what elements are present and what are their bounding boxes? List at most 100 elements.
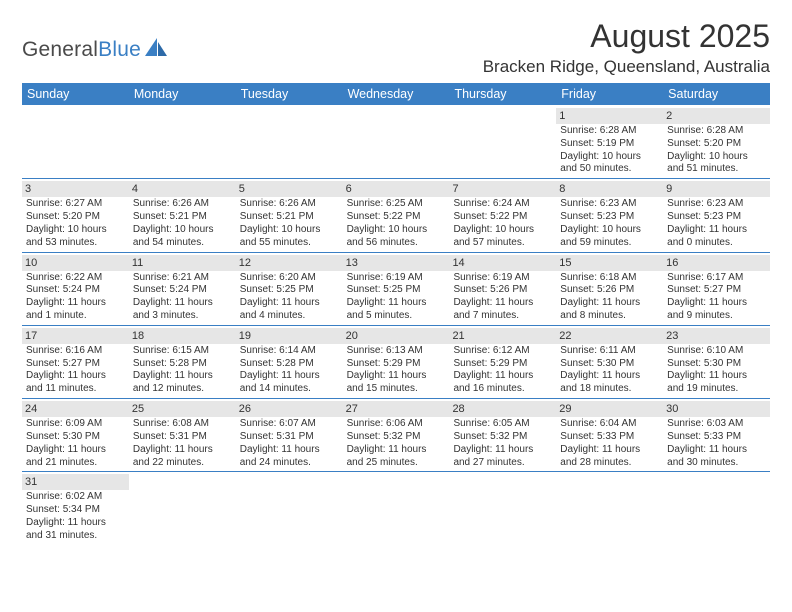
day-number: 25 (129, 401, 236, 417)
daylight-text: Daylight: 11 hours and 24 minutes. (240, 444, 339, 470)
daylight-text: Daylight: 11 hours and 22 minutes. (133, 444, 232, 470)
weekday-label: Saturday (663, 83, 770, 105)
sunset-text: Sunset: 5:23 PM (560, 211, 659, 224)
day-number: 20 (343, 328, 450, 344)
week-row: 10Sunrise: 6:22 AMSunset: 5:24 PMDayligh… (22, 253, 770, 326)
day-number (236, 108, 343, 124)
day-cell: 20Sunrise: 6:13 AMSunset: 5:29 PMDayligh… (343, 326, 450, 398)
day-number: 4 (129, 181, 236, 197)
day-number: 8 (556, 181, 663, 197)
sunset-text: Sunset: 5:31 PM (240, 431, 339, 444)
sunrise-text: Sunrise: 6:10 AM (667, 345, 766, 358)
weekday-label: Friday (556, 83, 663, 105)
day-cell: 13Sunrise: 6:19 AMSunset: 5:25 PMDayligh… (343, 253, 450, 325)
sunset-text: Sunset: 5:25 PM (240, 284, 339, 297)
day-cell: 10Sunrise: 6:22 AMSunset: 5:24 PMDayligh… (22, 253, 129, 325)
day-number: 9 (663, 181, 770, 197)
day-number (343, 108, 450, 124)
daylight-text: Daylight: 11 hours and 25 minutes. (347, 444, 446, 470)
day-number (663, 474, 770, 490)
sunset-text: Sunset: 5:21 PM (240, 211, 339, 224)
sunset-text: Sunset: 5:22 PM (347, 211, 446, 224)
title-block: August 2025 Bracken Ridge, Queensland, A… (483, 18, 770, 77)
day-cell (663, 472, 770, 544)
sunrise-text: Sunrise: 6:05 AM (453, 418, 552, 431)
daylight-text: Daylight: 11 hours and 8 minutes. (560, 297, 659, 323)
daylight-text: Daylight: 10 hours and 50 minutes. (560, 151, 659, 177)
sunrise-text: Sunrise: 6:11 AM (560, 345, 659, 358)
day-cell: 7Sunrise: 6:24 AMSunset: 5:22 PMDaylight… (449, 179, 556, 251)
daylight-text: Daylight: 11 hours and 18 minutes. (560, 370, 659, 396)
sunrise-text: Sunrise: 6:16 AM (26, 345, 125, 358)
day-number: 24 (22, 401, 129, 417)
day-cell: 22Sunrise: 6:11 AMSunset: 5:30 PMDayligh… (556, 326, 663, 398)
sunset-text: Sunset: 5:19 PM (560, 138, 659, 151)
sunrise-text: Sunrise: 6:19 AM (347, 272, 446, 285)
sunrise-text: Sunrise: 6:28 AM (560, 125, 659, 138)
sunset-text: Sunset: 5:23 PM (667, 211, 766, 224)
daylight-text: Daylight: 11 hours and 21 minutes. (26, 444, 125, 470)
day-number: 11 (129, 255, 236, 271)
calendar: SundayMondayTuesdayWednesdayThursdayFrid… (22, 83, 770, 545)
daylight-text: Daylight: 11 hours and 0 minutes. (667, 224, 766, 250)
weekday-header: SundayMondayTuesdayWednesdayThursdayFrid… (22, 83, 770, 106)
day-cell: 4Sunrise: 6:26 AMSunset: 5:21 PMDaylight… (129, 179, 236, 251)
day-cell: 19Sunrise: 6:14 AMSunset: 5:28 PMDayligh… (236, 326, 343, 398)
sunrise-text: Sunrise: 6:23 AM (560, 198, 659, 211)
sunrise-text: Sunrise: 6:24 AM (453, 198, 552, 211)
sunset-text: Sunset: 5:29 PM (453, 358, 552, 371)
day-number (129, 474, 236, 490)
sunset-text: Sunset: 5:32 PM (453, 431, 552, 444)
sunrise-text: Sunrise: 6:03 AM (667, 418, 766, 431)
week-row: 3Sunrise: 6:27 AMSunset: 5:20 PMDaylight… (22, 179, 770, 252)
sunrise-text: Sunrise: 6:08 AM (133, 418, 232, 431)
day-number: 17 (22, 328, 129, 344)
weekday-label: Wednesday (343, 83, 450, 105)
sunset-text: Sunset: 5:32 PM (347, 431, 446, 444)
day-cell: 17Sunrise: 6:16 AMSunset: 5:27 PMDayligh… (22, 326, 129, 398)
day-cell: 9Sunrise: 6:23 AMSunset: 5:23 PMDaylight… (663, 179, 770, 251)
day-cell: 23Sunrise: 6:10 AMSunset: 5:30 PMDayligh… (663, 326, 770, 398)
sunrise-text: Sunrise: 6:04 AM (560, 418, 659, 431)
day-cell (449, 472, 556, 544)
day-cell: 25Sunrise: 6:08 AMSunset: 5:31 PMDayligh… (129, 399, 236, 471)
day-number (343, 474, 450, 490)
weekday-label: Tuesday (236, 83, 343, 105)
day-cell: 16Sunrise: 6:17 AMSunset: 5:27 PMDayligh… (663, 253, 770, 325)
sunrise-text: Sunrise: 6:17 AM (667, 272, 766, 285)
sail-icon (143, 36, 169, 63)
day-number: 21 (449, 328, 556, 344)
sunset-text: Sunset: 5:24 PM (26, 284, 125, 297)
daylight-text: Daylight: 10 hours and 53 minutes. (26, 224, 125, 250)
day-cell: 21Sunrise: 6:12 AMSunset: 5:29 PMDayligh… (449, 326, 556, 398)
daylight-text: Daylight: 11 hours and 31 minutes. (26, 517, 125, 543)
weekday-label: Sunday (22, 83, 129, 105)
daylight-text: Daylight: 10 hours and 51 minutes. (667, 151, 766, 177)
daylight-text: Daylight: 11 hours and 9 minutes. (667, 297, 766, 323)
logo: GeneralBlue (22, 36, 169, 63)
sunset-text: Sunset: 5:26 PM (453, 284, 552, 297)
sunset-text: Sunset: 5:31 PM (133, 431, 232, 444)
sunset-text: Sunset: 5:20 PM (26, 211, 125, 224)
day-number: 27 (343, 401, 450, 417)
daylight-text: Daylight: 11 hours and 27 minutes. (453, 444, 552, 470)
day-cell: 26Sunrise: 6:07 AMSunset: 5:31 PMDayligh… (236, 399, 343, 471)
sunset-text: Sunset: 5:30 PM (667, 358, 766, 371)
day-cell (129, 106, 236, 178)
day-number: 2 (663, 108, 770, 124)
day-number (22, 108, 129, 124)
day-number: 19 (236, 328, 343, 344)
day-number: 5 (236, 181, 343, 197)
sunrise-text: Sunrise: 6:14 AM (240, 345, 339, 358)
day-cell: 30Sunrise: 6:03 AMSunset: 5:33 PMDayligh… (663, 399, 770, 471)
daylight-text: Daylight: 11 hours and 12 minutes. (133, 370, 232, 396)
day-number: 6 (343, 181, 450, 197)
day-cell: 5Sunrise: 6:26 AMSunset: 5:21 PMDaylight… (236, 179, 343, 251)
sunrise-text: Sunrise: 6:09 AM (26, 418, 125, 431)
daylight-text: Daylight: 11 hours and 3 minutes. (133, 297, 232, 323)
day-number: 22 (556, 328, 663, 344)
sunset-text: Sunset: 5:33 PM (667, 431, 766, 444)
sunrise-text: Sunrise: 6:15 AM (133, 345, 232, 358)
week-row: 31Sunrise: 6:02 AMSunset: 5:34 PMDayligh… (22, 472, 770, 544)
daylight-text: Daylight: 11 hours and 14 minutes. (240, 370, 339, 396)
